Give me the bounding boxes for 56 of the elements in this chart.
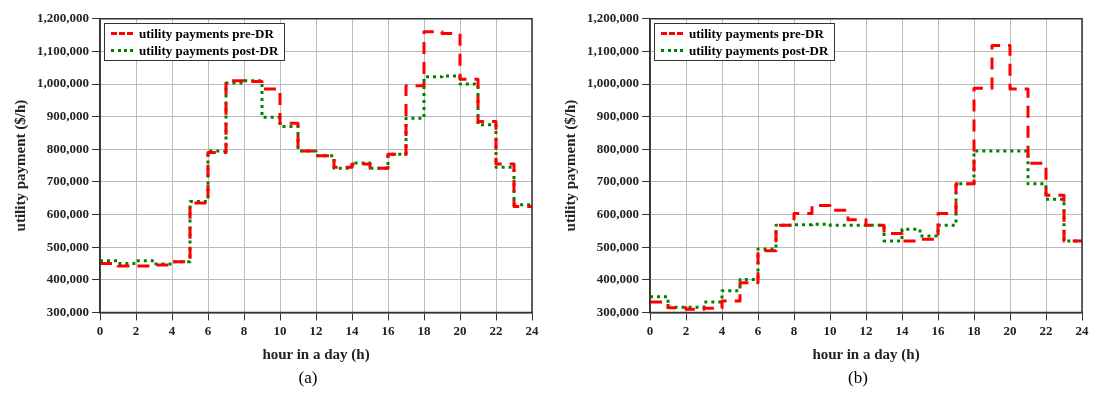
y-tick-label: 900,000 [46, 108, 89, 124]
x-tick-label: 10 [273, 322, 287, 338]
x-tick-label: 6 [204, 322, 212, 338]
x-tick-label: 2 [682, 322, 690, 338]
y-axis-title: utility payment ($/h) [11, 99, 29, 232]
y-tick-label: 800,000 [46, 140, 89, 156]
x-tick-label: 22 [1039, 322, 1053, 338]
y-tick-label: 1,200,000 [587, 10, 639, 26]
x-tick-label: 10 [823, 322, 837, 338]
x-tick-label: 8 [240, 322, 248, 338]
x-tick-label: 6 [754, 322, 762, 338]
y-tick-label: 800,000 [596, 140, 639, 156]
x-tick-label: 20 [1003, 322, 1017, 338]
y-tick-label: 700,000 [46, 173, 89, 189]
x-tick-label: 14 [345, 322, 359, 338]
y-tick-label: 1,100,000 [587, 42, 639, 58]
y-tick-label: 600,000 [46, 205, 89, 221]
legend-label: utility payments pre-DR [139, 24, 274, 42]
y-axis-title: utility payment ($/h) [561, 99, 579, 232]
y-tick-label: 1,200,000 [37, 10, 89, 26]
x-tick-label: 24 [525, 322, 539, 338]
x-axis-title: hour in a day (h) [262, 345, 370, 363]
x-tick-label: 4 [718, 322, 726, 338]
y-tick-label: 1,000,000 [587, 75, 639, 91]
x-tick-label: 20 [453, 322, 467, 338]
legend-label: utility payments post-DR [689, 41, 829, 59]
y-tick-label: 500,000 [46, 238, 89, 254]
legend-label: utility payments pre-DR [689, 24, 824, 42]
y-tick-label: 1,000,000 [37, 75, 89, 91]
x-tick-label: 12 [859, 322, 873, 338]
y-tick-label: 500,000 [596, 238, 639, 254]
y-tick-label: 1,100,000 [37, 42, 89, 58]
x-tick-label: 0 [646, 322, 654, 338]
y-tick-label: 700,000 [596, 173, 639, 189]
x-tick-label: 24 [1075, 322, 1089, 338]
legend-label: utility payments post-DR [139, 41, 279, 59]
x-tick-label: 18 [967, 322, 981, 338]
x-tick-label: 4 [168, 322, 176, 338]
y-tick-label: 600,000 [596, 205, 639, 221]
x-tick-label: 16 [931, 322, 945, 338]
x-tick-label: 22 [489, 322, 503, 338]
y-tick-label: 300,000 [596, 303, 639, 319]
y-tick-label: 400,000 [596, 271, 639, 287]
x-tick-label: 16 [381, 322, 395, 338]
x-tick-label: 0 [96, 322, 104, 338]
x-tick-label: 2 [132, 322, 140, 338]
text: (b) [847, 368, 869, 388]
y-tick-label: 900,000 [596, 108, 639, 124]
x-tick-label: 8 [790, 322, 798, 338]
x-tick-label: 18 [417, 322, 431, 338]
x-axis-title: hour in a day (h) [812, 345, 920, 363]
y-tick-label: 400,000 [46, 271, 89, 287]
x-tick-label: 14 [895, 322, 909, 338]
y-tick-label: 300,000 [46, 303, 89, 319]
text: (a) [297, 368, 319, 388]
x-tick-label: 12 [309, 322, 323, 338]
